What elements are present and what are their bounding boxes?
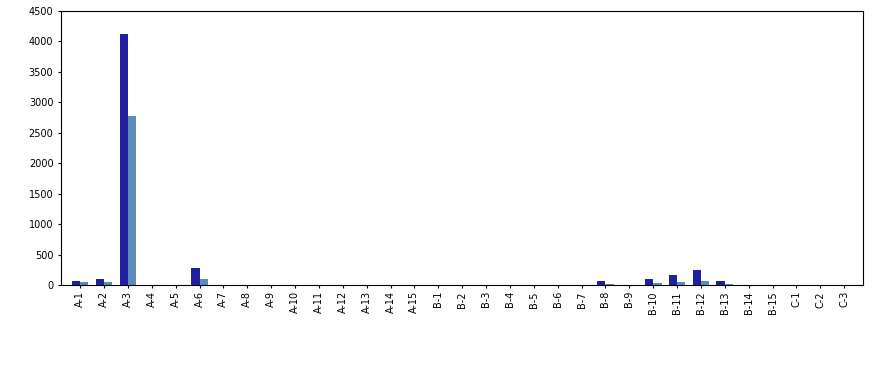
Bar: [669, 274, 677, 285]
Bar: [605, 284, 614, 285]
Bar: [96, 279, 104, 285]
Bar: [128, 116, 136, 285]
Bar: [80, 283, 88, 285]
Bar: [717, 281, 725, 285]
Bar: [72, 281, 80, 285]
Bar: [104, 282, 112, 285]
Bar: [677, 281, 685, 285]
Bar: [119, 34, 128, 285]
Bar: [597, 281, 605, 285]
Bar: [200, 279, 208, 285]
Bar: [725, 284, 733, 285]
Bar: [692, 270, 701, 285]
Bar: [644, 279, 653, 285]
Bar: [701, 281, 709, 285]
Bar: [653, 283, 662, 285]
Bar: [191, 268, 200, 285]
